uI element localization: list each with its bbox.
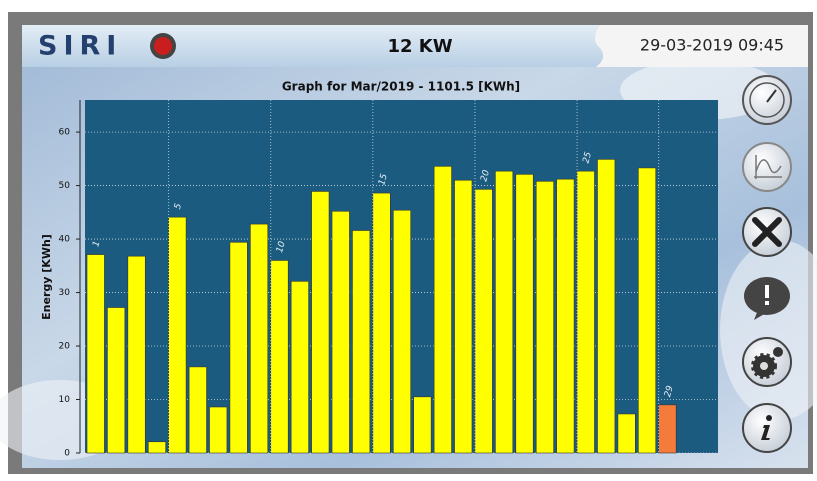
bar <box>87 255 104 453</box>
bar <box>169 217 186 453</box>
bar <box>475 189 492 453</box>
bar <box>516 174 533 453</box>
bar <box>495 171 512 453</box>
bar <box>291 281 308 453</box>
y-tick-label: 60 <box>59 128 71 138</box>
bar <box>107 308 124 453</box>
chart-title: Graph for Mar/2019 - 1101.5 [KWh] <box>282 80 520 94</box>
bar <box>659 405 676 453</box>
bar <box>455 180 472 453</box>
bar <box>250 224 267 453</box>
y-tick-label: 0 <box>64 449 70 459</box>
bar <box>557 179 574 453</box>
y-tick-label: 20 <box>59 342 71 352</box>
bar <box>148 442 165 453</box>
graph-button[interactable] <box>743 143 791 191</box>
bar <box>271 260 288 453</box>
bar <box>618 414 635 453</box>
y-tick-label: 30 <box>59 288 71 298</box>
gauge-button[interactable] <box>743 76 791 124</box>
logo-sun <box>150 33 176 59</box>
bar <box>393 210 410 453</box>
page: {"header": {"logo": "SIRI", "power": "12… <box>0 0 817 477</box>
bar <box>210 407 227 453</box>
y-tick-label: 50 <box>59 181 71 191</box>
y-tick-label: 10 <box>59 395 71 405</box>
bar <box>230 242 247 453</box>
bar <box>128 256 145 453</box>
bar <box>352 231 369 453</box>
bar <box>312 191 329 453</box>
bar <box>332 211 349 453</box>
bar <box>536 181 553 453</box>
bar <box>414 397 431 453</box>
bar <box>597 159 614 453</box>
info-button[interactable] <box>743 404 791 452</box>
datetime: 29-03-2019 09:45 <box>640 36 784 55</box>
y-tick-label: 40 <box>59 235 71 245</box>
bar <box>189 367 206 453</box>
tools-button[interactable] <box>743 208 791 256</box>
bar <box>577 171 594 453</box>
bar <box>373 193 390 453</box>
power-reading: 12 KW <box>387 36 452 57</box>
y-axis-label: Energy [KWh] <box>40 234 53 320</box>
settings-button[interactable] <box>743 338 791 386</box>
logo: SIRI <box>38 31 122 62</box>
bar <box>434 166 451 453</box>
bar <box>638 168 655 453</box>
screen: SIRI 12 KW 29-03-2019 09:45 Graph for Ma… <box>0 0 817 477</box>
